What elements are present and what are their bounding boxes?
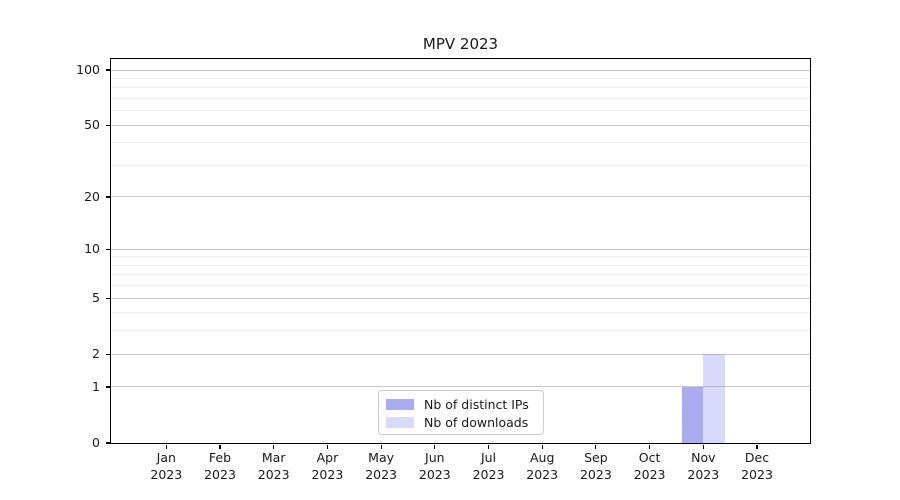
x-tick-label: May 2023 <box>365 450 397 482</box>
x-tick-label: Jun 2023 <box>418 450 451 482</box>
x-tick-mark <box>756 444 758 449</box>
x-tick-mark <box>649 444 651 449</box>
x-tick-label: Sep 2023 <box>579 450 612 482</box>
legend-label-downloads: Nb of downloads <box>424 415 529 430</box>
gridline-major <box>111 353 810 355</box>
x-tick-label: Aug 2023 <box>526 450 559 482</box>
y-tick-mark <box>106 297 111 299</box>
gridline-minor <box>111 285 810 287</box>
gridline-major <box>111 196 810 198</box>
y-tick-mark <box>106 353 111 355</box>
legend-swatch-downloads-icon <box>386 417 414 428</box>
gridline-minor <box>111 97 810 99</box>
gridline-minor <box>111 256 810 258</box>
x-tick-mark <box>219 444 221 449</box>
gridline-minor <box>111 264 810 266</box>
x-tick-mark <box>541 444 543 449</box>
gridline-minor <box>111 87 810 89</box>
x-tick-mark <box>487 444 490 449</box>
y-tick-label: 100 <box>76 62 100 77</box>
legend-item-downloads: Nb of downloads <box>386 414 535 431</box>
gridline-major <box>111 297 810 299</box>
y-tick-label: 2 <box>92 346 100 362</box>
y-tick-label: 5 <box>92 290 100 306</box>
legend-item-distinct-ips: Nb of distinct IPs <box>386 396 535 413</box>
x-tick-label: Apr 2023 <box>311 450 344 482</box>
x-tick-mark <box>165 444 167 449</box>
y-tick-mark <box>106 248 111 250</box>
y-tick-label: 0 <box>92 435 100 450</box>
legend-label-distinct-ips: Nb of distinct IPs <box>424 397 529 412</box>
y-tick-label: 50 <box>84 117 100 133</box>
y-tick-mark <box>106 196 111 198</box>
gridline-minor <box>111 110 810 112</box>
bar-downloads <box>703 354 725 443</box>
x-tick-label: Mar 2023 <box>257 450 290 482</box>
gridline-major <box>111 386 810 388</box>
legend-swatch-distinct-ips-icon <box>386 399 414 410</box>
x-tick-label: Dec 2023 <box>741 450 773 482</box>
x-tick-mark <box>434 444 436 449</box>
y-tick-mark <box>106 124 111 126</box>
bar-distinct-ips <box>681 386 704 443</box>
x-tick-label: Feb 2023 <box>204 450 236 482</box>
y-tick-mark <box>106 69 111 71</box>
y-tick-label: 1 <box>92 378 100 394</box>
gridline-minor <box>111 274 810 276</box>
gridline-minor <box>111 330 810 332</box>
chart-title: MPV 2023 <box>422 35 499 53</box>
x-tick-mark <box>326 444 328 449</box>
y-tick-label: 10 <box>84 241 100 257</box>
gridline-minor <box>111 77 810 79</box>
y-tick-label: 20 <box>84 188 100 204</box>
gridline-minor <box>111 312 810 314</box>
x-tick-label: Nov 2023 <box>687 450 720 482</box>
x-tick-mark <box>702 444 704 449</box>
y-tick-mark <box>106 386 111 388</box>
x-tick-mark <box>595 444 597 449</box>
legend: Nb of distinct IPs Nb of downloads <box>378 390 544 435</box>
gridline-major <box>111 124 810 126</box>
x-tick-label: Jul 2023 <box>472 450 505 482</box>
x-tick-label: Oct 2023 <box>633 450 666 482</box>
gridline-major <box>111 248 810 250</box>
plot-frame <box>110 58 811 444</box>
y-tick-mark <box>106 442 111 444</box>
gridline-minor <box>111 164 810 166</box>
x-tick-label: Jan 2023 <box>150 450 183 482</box>
x-tick-mark <box>380 444 382 449</box>
gridline-major <box>111 69 810 71</box>
x-tick-mark <box>273 444 275 449</box>
gridline-minor <box>111 142 810 144</box>
